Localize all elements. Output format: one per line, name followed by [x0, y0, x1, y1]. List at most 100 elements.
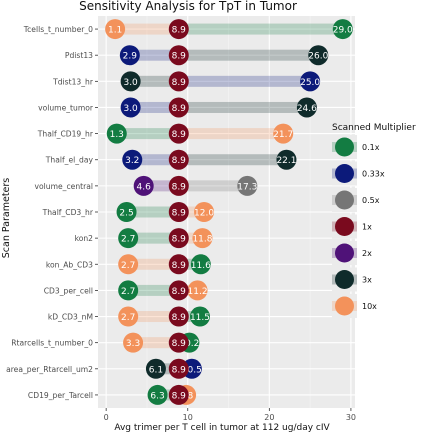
data-point: 8.9	[168, 306, 189, 327]
range-bar-high	[178, 101, 307, 113]
data-point: 8.9	[168, 149, 189, 170]
range-bar-high	[178, 154, 287, 166]
point-label: 8.9	[172, 261, 187, 271]
point-label: 8.9	[172, 104, 187, 114]
range-bar-low	[128, 258, 179, 270]
data-point: 8.9	[168, 19, 189, 40]
point-marker	[168, 149, 189, 170]
point-label: 8.9	[172, 313, 187, 323]
point-marker	[123, 332, 144, 353]
y-tick-label: Rtarcells_t_number_0	[11, 339, 93, 348]
legend-label: 1x	[362, 223, 372, 232]
data-point: 11.8	[192, 228, 213, 249]
point-marker	[168, 228, 189, 249]
range-bar-low	[128, 232, 179, 244]
point-label: 3.3	[126, 339, 140, 349]
data-point: 2.7	[118, 228, 139, 249]
y-tick-label: kon_Ab_CD3	[46, 260, 93, 269]
range-bar-high	[178, 23, 343, 35]
data-point: 3.2	[122, 149, 143, 170]
point-label: 8.9	[172, 339, 187, 349]
point-marker	[168, 202, 189, 222]
point-marker	[118, 280, 139, 301]
data-point: 2.7	[118, 280, 139, 301]
point-marker	[308, 45, 329, 66]
point-marker	[168, 254, 189, 275]
point-marker	[133, 175, 154, 196]
data-point: 6.1	[145, 358, 166, 379]
point-label: 10.5	[182, 365, 202, 375]
data-point: 6.3	[147, 384, 168, 405]
data-point: 3.0	[120, 71, 141, 92]
point-marker	[168, 175, 189, 196]
y-tick-label: kD_CD3_nM	[48, 313, 93, 322]
point-label: 10.2	[179, 339, 199, 349]
x-tick-label: 0	[104, 413, 109, 422]
point-marker	[168, 45, 189, 66]
point-label: 11.8	[192, 235, 212, 245]
data-point: 3.3	[123, 332, 144, 353]
point-label: 8.9	[172, 26, 187, 36]
point-label: 22.1	[276, 156, 296, 166]
legend-item: 0.33x	[332, 161, 385, 186]
point-marker	[118, 254, 139, 275]
data-point: 11.5	[190, 306, 210, 327]
legend-label: 0.1x	[362, 143, 380, 152]
data-points: 1.1 29.0 8.9 2.9 26.0 8.9 3.0 25.0 8.9 3.0 24.6 8.9…	[105, 19, 353, 405]
range-bar-low	[129, 49, 179, 61]
legend-label: 2x	[362, 249, 372, 258]
point-marker	[168, 332, 189, 353]
y-tick-label: volume_central	[35, 182, 93, 191]
range-bar-low	[133, 337, 179, 349]
legend-item: 1x	[332, 214, 372, 239]
legend-label: 10x	[362, 302, 377, 311]
point-marker	[187, 280, 208, 301]
point-marker	[192, 228, 213, 249]
y-tick-labels: Tcells_t_number_0 Pdist13 Tdist13_hrvolume…	[6, 25, 98, 400]
range-bar-low	[116, 128, 179, 140]
range-bar-high	[178, 311, 200, 323]
point-label: 2.7	[121, 261, 135, 271]
legend-key-marker	[335, 190, 354, 210]
point-marker	[118, 306, 139, 327]
point-marker	[168, 306, 189, 327]
legend-title: Scanned Multiplier	[332, 123, 416, 133]
point-label: 6.1	[149, 365, 163, 375]
data-point: 1.3	[106, 123, 127, 144]
range-bar-high	[178, 75, 311, 87]
point-marker	[168, 358, 189, 379]
point-marker	[168, 123, 189, 144]
point-label: 8.9	[172, 156, 187, 166]
range-bar-high	[178, 180, 248, 192]
y-axis-label: Scan Parameters	[1, 178, 12, 259]
range-bar-low	[143, 180, 179, 192]
point-label: 8.9	[172, 78, 187, 88]
y-tick-label: area_per_Rtarcell_um2	[6, 365, 93, 374]
point-marker	[190, 254, 211, 275]
range-bars	[115, 23, 343, 401]
chart-title: Sensitivity Analysis for TpT in Tumor	[79, 0, 297, 13]
data-point: 8.9	[168, 97, 189, 118]
data-point: 8.9	[168, 384, 189, 405]
point-label: 3.0	[123, 104, 138, 114]
legend-key-marker	[335, 270, 354, 289]
point-marker	[168, 384, 189, 405]
point-marker	[276, 149, 297, 170]
legend-key-marker	[335, 243, 354, 263]
point-label: 24.6	[297, 104, 317, 114]
range-bar-low	[132, 154, 179, 166]
point-marker	[118, 228, 139, 249]
range-bar-high	[178, 49, 319, 61]
point-label: 17.3	[237, 182, 257, 192]
point-label: 3.0	[123, 78, 138, 88]
point-label: 25.0	[300, 78, 320, 88]
legend-item: 10x	[332, 294, 377, 318]
data-point: 11.6	[190, 254, 211, 275]
point-label: 2.7	[121, 235, 135, 245]
point-label: 29.0	[333, 26, 353, 36]
data-point: 29.0	[333, 19, 353, 40]
range-bar-high	[178, 258, 201, 270]
x-tick-label: 20	[264, 413, 274, 422]
data-point: 2.5	[116, 202, 137, 222]
